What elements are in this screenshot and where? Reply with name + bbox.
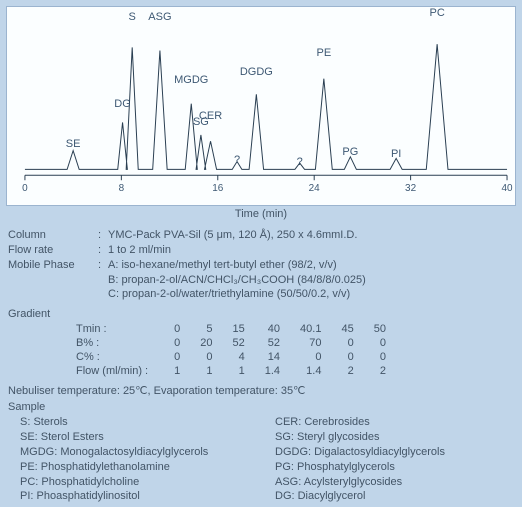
legend-item: PC: Phosphatidylcholine	[20, 475, 261, 490]
svg-text:8: 8	[119, 183, 125, 194]
parameters-block: Column : YMC-Pack PVA-Sil (5 μm, 120 Å),…	[8, 228, 514, 302]
flowrate-label: Flow rate	[8, 243, 98, 258]
conditions-line: Nebuliser temperature: 25℃, Evaporation …	[8, 384, 514, 397]
legend-item: S: Sterols	[20, 415, 261, 430]
mobile-a: A: iso-hexane/methyl tert-butyl ether (9…	[108, 258, 514, 273]
peak-label: ?	[234, 154, 240, 166]
chromatogram-svg: 0 8 16 24 32 40	[7, 7, 515, 205]
peak-label: SE	[66, 138, 81, 150]
peak-label: ?	[297, 156, 303, 168]
column-value: YMC-Pack PVA-Sil (5 μm, 120 Å), 250 x 4.…	[108, 228, 514, 243]
peak-label: PE	[316, 47, 331, 59]
x-axis-title: Time (min)	[6, 208, 516, 220]
svg-text:16: 16	[212, 183, 224, 194]
legend-item: MGDG: Monogalactosyldiacylglycerols	[20, 445, 261, 460]
svg-text:0: 0	[22, 183, 28, 194]
gradient-table: Tmin :05154040.14550B% :02052527000C% :0…	[66, 322, 396, 378]
legend-item: ASG: Acylsterylglycosides	[275, 475, 516, 490]
peak-label: PG	[342, 146, 358, 158]
column-label: Column	[8, 228, 98, 243]
gradient-title: Gradient	[8, 308, 516, 320]
svg-text:32: 32	[405, 183, 417, 194]
legend-item: PE: Phosphatidylethanolamine	[20, 460, 261, 475]
chromatogram-panel: 0816243240 SEDGSASGMGDGSGCER?DGDG?PEPGPI…	[6, 6, 516, 206]
flowrate-value: 1 to 2 ml/min	[108, 243, 514, 258]
legend-item: PG: Phosphatylglycerols	[275, 460, 516, 475]
legend-item: SG: Steryl glycosides	[275, 430, 516, 445]
peak-label: DGDG	[240, 66, 273, 78]
legend-item: SE: Sterol Esters	[20, 430, 261, 445]
svg-text:40: 40	[501, 183, 513, 194]
mobile-c: C: propan-2-ol/water/triethylamine (50/5…	[108, 287, 514, 302]
peak-label: ASG	[148, 11, 171, 23]
svg-text:24: 24	[309, 183, 321, 194]
peak-label: CER	[199, 110, 222, 122]
mobile-b: B: propan-2-ol/ACN/CHCl₃/CH₃COOH (84/8/8…	[108, 273, 514, 288]
peak-label: DG	[114, 98, 131, 110]
peak-label: S	[129, 11, 136, 23]
peak-label: PC	[429, 7, 444, 19]
legend-item: DG: Diacylglycerol	[275, 489, 516, 504]
mobile-label: Mobile Phase	[8, 258, 98, 273]
sample-legend: S: Sterols CER: Cerebrosides SE: Sterol Es…	[20, 415, 516, 504]
legend-item: CER: Cerebrosides	[275, 415, 516, 430]
sample-title: Sample	[8, 401, 514, 413]
peak-label: PI	[391, 148, 401, 160]
legend-item: PI: Phoasphatidylinositol	[20, 489, 261, 504]
legend-item: DGDG: Digalactosyldiacylglycerols	[275, 445, 516, 460]
peak-label: MGDG	[174, 74, 208, 86]
